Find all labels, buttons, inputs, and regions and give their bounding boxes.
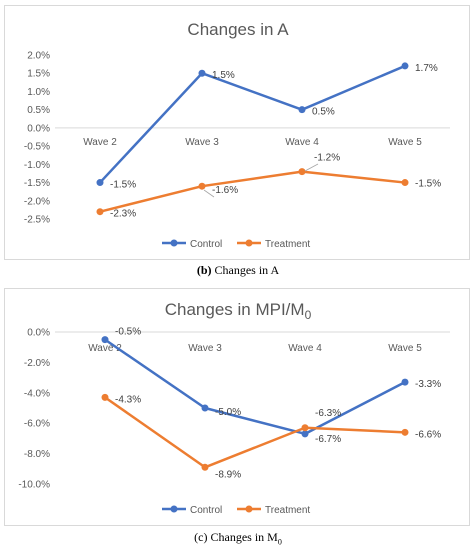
- data-point-treatment: [301, 424, 309, 432]
- data-point-treatment: [201, 463, 209, 471]
- series-line-treatment: [104, 396, 406, 469]
- legend-control-marker: [170, 505, 178, 513]
- data-label-treatment: -6.3%: [315, 408, 341, 419]
- legend-treatment-marker: [245, 239, 253, 247]
- data-label-control: -1.5%: [110, 180, 136, 191]
- data-label-control: -3.3%: [415, 379, 441, 390]
- data-point-treatment: [96, 208, 104, 216]
- data-point-control: [101, 336, 109, 344]
- caption-b: (b) Changes in A: [196, 263, 280, 277]
- chart-a-marks: -1.5% 1.5% 0.5% 1.7% -2.3% -1.6% -1.2% -1.5%: [96, 62, 441, 220]
- chart-panel-a: [4, 5, 470, 260]
- label-leader-line: [304, 163, 319, 172]
- y-tick-label: -8.0%: [24, 449, 50, 460]
- y-tick-label: 0.0%: [27, 123, 50, 134]
- y-tick-label: 1.5%: [27, 69, 50, 80]
- caption-c: (c) Changes in M0: [194, 530, 282, 547]
- y-tick-label: 1.0%: [27, 87, 50, 98]
- data-label-treatment: -2.3%: [110, 209, 136, 220]
- x-category-label: Wave 3: [188, 343, 222, 354]
- y-tick-label: 0.0%: [27, 328, 50, 339]
- data-label-control: 0.5%: [312, 107, 335, 118]
- chart-a-legend: Control Treatment: [162, 239, 310, 250]
- data-point-treatment: [298, 168, 306, 176]
- x-category-label: Wave 2: [83, 137, 117, 148]
- series-line-treatment: [99, 170, 406, 213]
- data-label-treatment: -6.6%: [415, 429, 441, 440]
- x-category-label: Wave 4: [288, 343, 322, 354]
- data-point-treatment: [401, 179, 409, 187]
- y-tick-label: -10.0%: [18, 480, 50, 491]
- legend-treatment-marker: [245, 505, 253, 513]
- data-point-control: [298, 106, 306, 114]
- data-label-control: -6.7%: [315, 434, 341, 445]
- y-tick-label: -0.5%: [24, 142, 50, 153]
- x-category-label: Wave 5: [388, 137, 422, 148]
- y-tick-label: 0.5%: [27, 105, 50, 116]
- chart-mpi-axis: 0.0% -2.0% -4.0% -6.0% -8.0% -10.0% Wave 2 Wave…: [18, 328, 450, 491]
- series-line-control: [99, 64, 406, 184]
- data-label-treatment: -1.6%: [212, 185, 238, 196]
- data-label-treatment: -8.9%: [215, 469, 241, 480]
- data-label-treatment: -1.2%: [314, 153, 340, 164]
- label-leader-line: [203, 189, 215, 198]
- y-tick-label: -2.5%: [24, 215, 50, 226]
- data-label-control: 1.7%: [415, 63, 438, 74]
- data-point-control: [401, 62, 409, 70]
- legend-treatment-label: Treatment: [265, 239, 310, 250]
- data-label-control: -0.5%: [115, 327, 141, 338]
- x-category-label: Wave 5: [388, 343, 422, 354]
- y-tick-label: -1.5%: [24, 178, 50, 189]
- data-label-control: 1.5%: [212, 70, 235, 81]
- series-line-control: [104, 338, 406, 436]
- chart-a-axis: 2.0% 1.5% 1.0% 0.5% 0.0% -0.5% -1.0% -1.5% -2.0%…: [24, 51, 450, 226]
- chart-a-title: Changes in A: [187, 20, 289, 39]
- y-tick-label: -2.0%: [24, 196, 50, 207]
- data-point-treatment: [198, 182, 206, 190]
- y-tick-label: -6.0%: [24, 419, 50, 430]
- y-tick-label: -2.0%: [24, 358, 50, 369]
- x-category-label: Wave 3: [185, 137, 219, 148]
- chart-mpi-marks: -0.5% -5.0% -6.7% -3.3% -4.3% -8.9% -6.3% -6.6%: [101, 327, 441, 480]
- data-point-control: [198, 69, 206, 77]
- legend-treatment-label: Treatment: [265, 505, 310, 516]
- data-label-treatment: -4.3%: [115, 394, 141, 405]
- legend-control-marker: [170, 239, 178, 247]
- y-tick-label: -1.0%: [24, 160, 50, 171]
- data-point-control: [96, 179, 104, 187]
- chart-panel-mpi: [4, 288, 470, 526]
- x-category-label: Wave 4: [285, 137, 319, 148]
- legend-control-label: Control: [190, 505, 222, 516]
- x-category-label: Wave 2: [88, 343, 122, 354]
- y-tick-label: 2.0%: [27, 51, 50, 62]
- legend-control-label: Control: [190, 239, 222, 250]
- y-tick-label: -4.0%: [24, 388, 50, 399]
- data-point-control: [401, 378, 409, 386]
- data-label-control: -5.0%: [215, 407, 241, 418]
- data-point-treatment: [101, 393, 109, 401]
- chart-mpi-legend: Control Treatment: [162, 505, 310, 516]
- data-label-treatment: -1.5%: [415, 179, 441, 190]
- data-point-control: [201, 404, 209, 412]
- data-point-treatment: [401, 428, 409, 436]
- chart-mpi-title: Changes in MPI/M0: [165, 300, 312, 322]
- data-point-control: [301, 430, 309, 438]
